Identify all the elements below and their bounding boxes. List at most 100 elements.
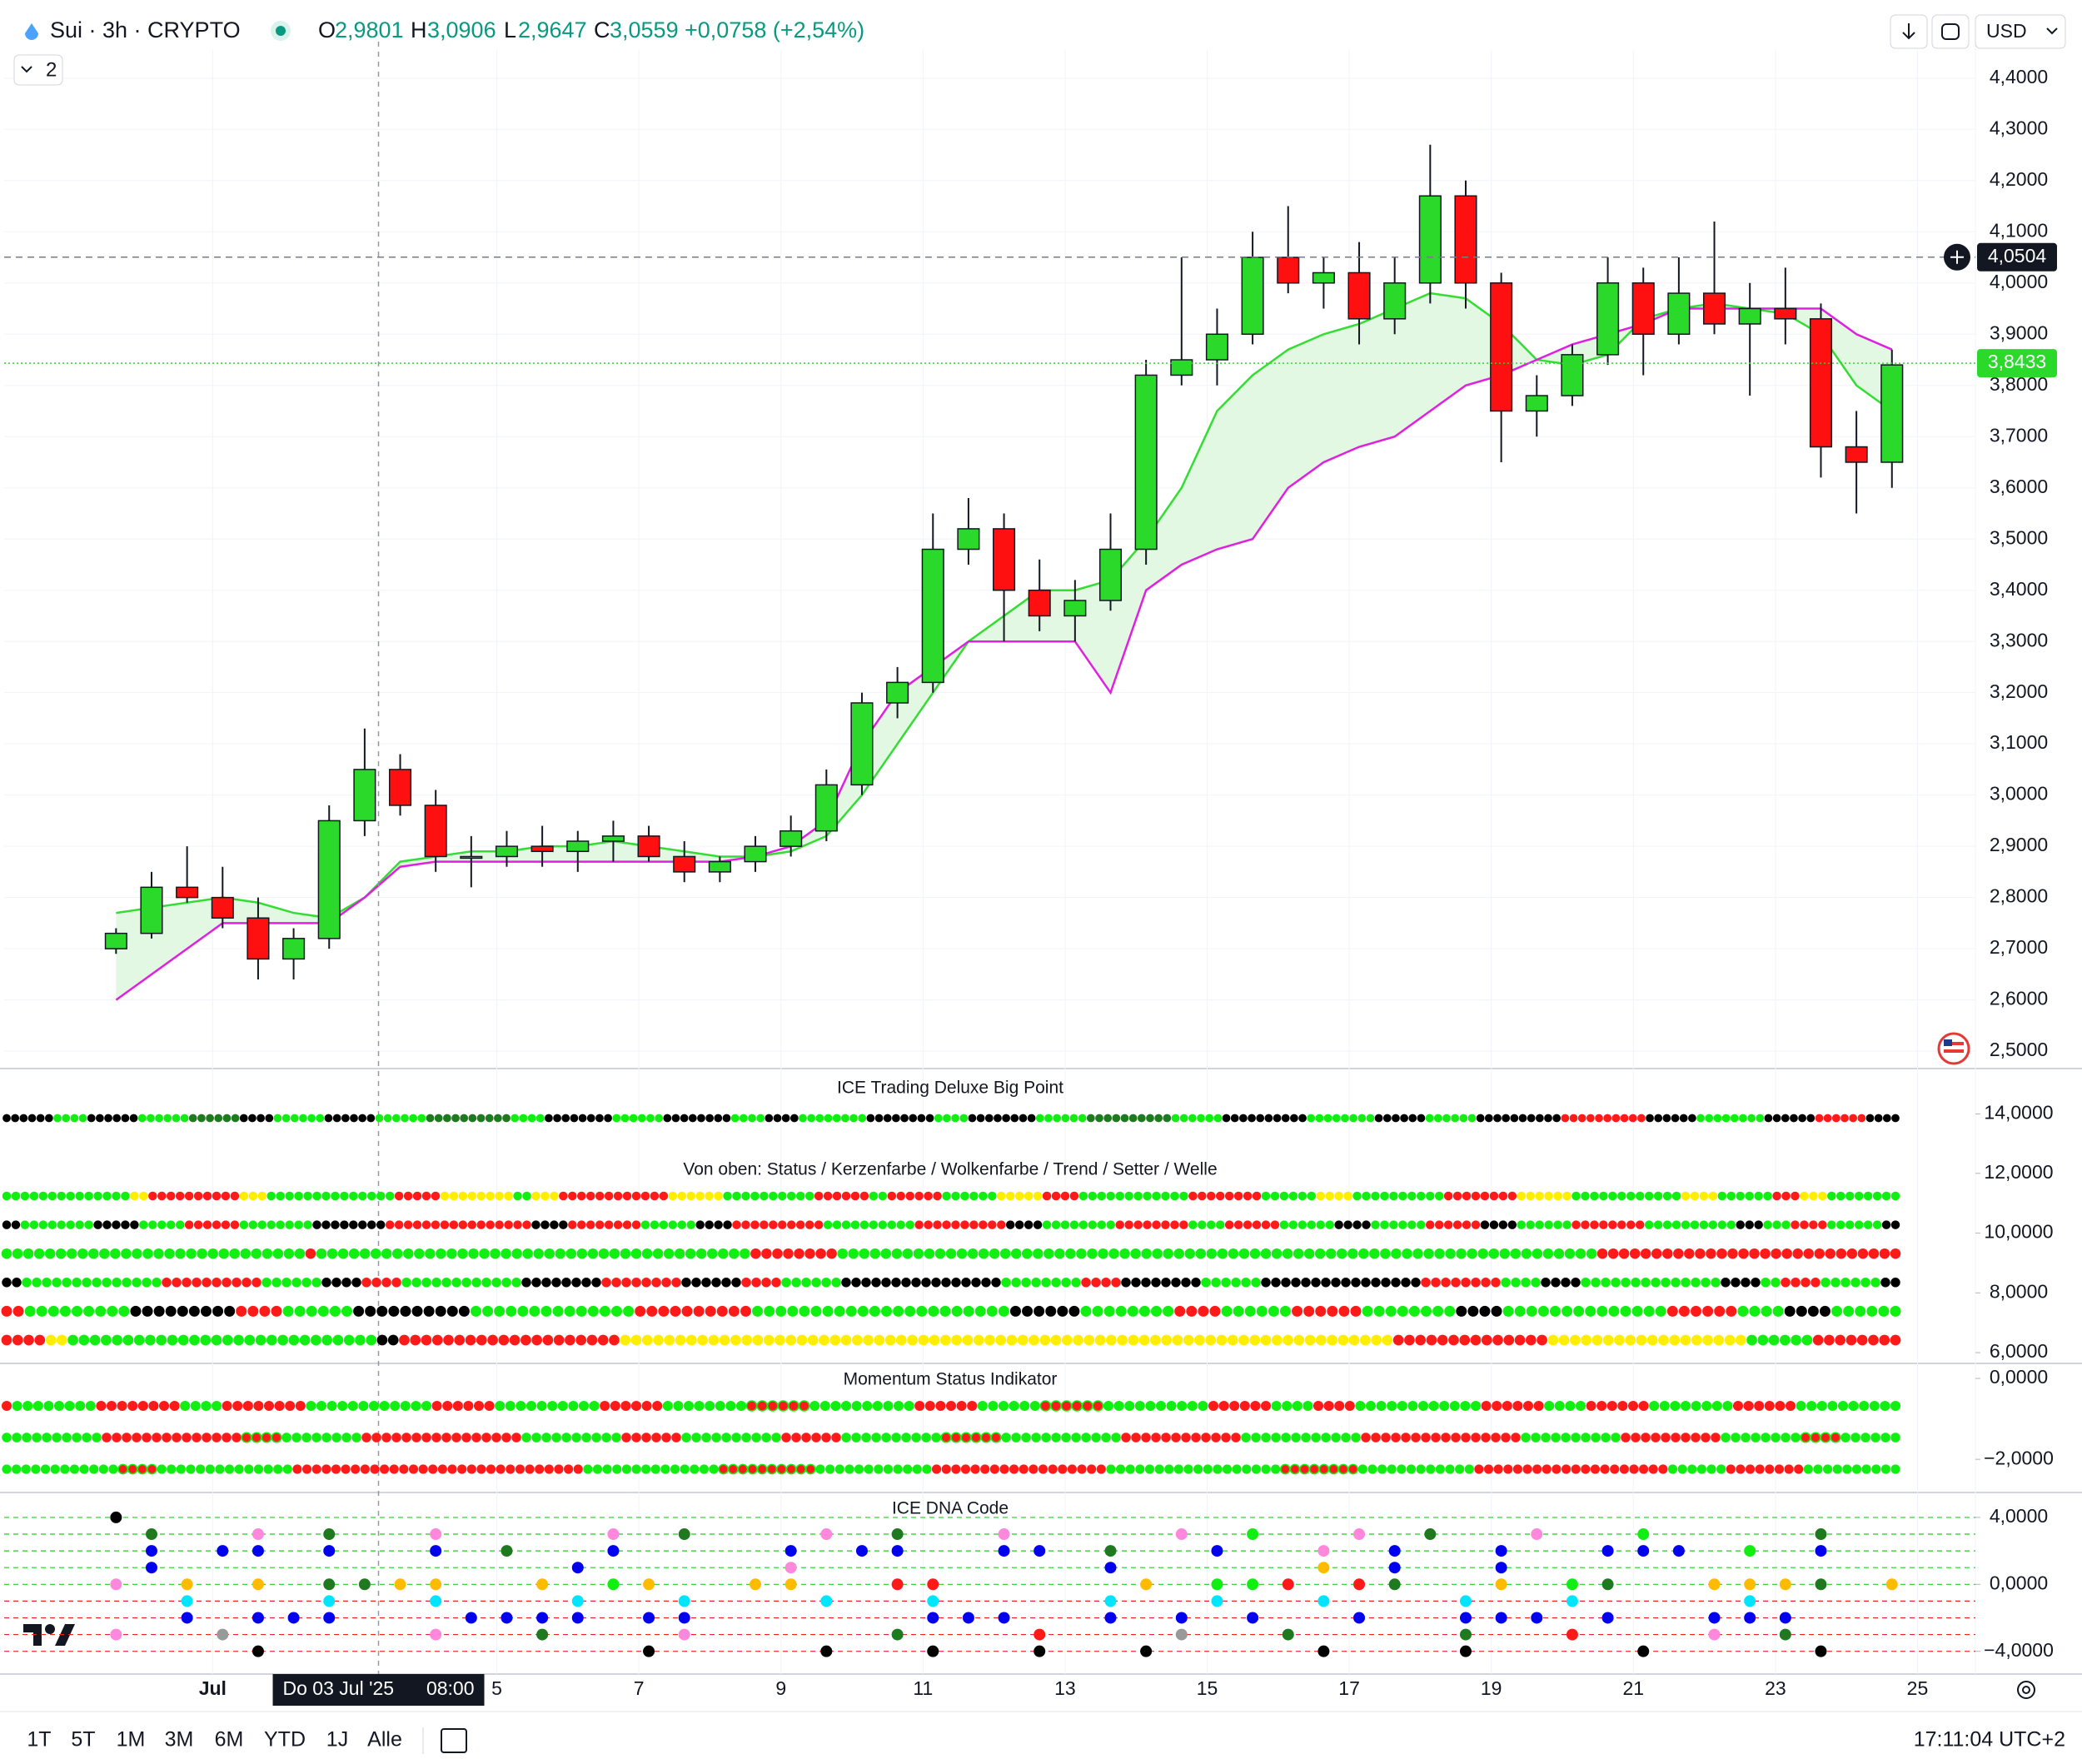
- status-dot: [1382, 1114, 1392, 1123]
- status-dot: [1371, 1334, 1382, 1346]
- range-button[interactable]: 1M: [117, 1728, 146, 1752]
- range-button[interactable]: YTD: [264, 1728, 306, 1752]
- status-dot: [64, 1400, 75, 1412]
- status-dot: [622, 1220, 632, 1229]
- status-dot: [1316, 1220, 1325, 1229]
- status-dot: [1231, 1278, 1241, 1288]
- status-dot: [62, 1114, 71, 1123]
- range-button[interactable]: 1J: [326, 1728, 348, 1752]
- status-dot: [1207, 1191, 1216, 1201]
- settings-icon[interactable]: [2017, 1681, 2035, 1699]
- dna-dot: [1744, 1595, 1756, 1607]
- status-dot: [622, 1191, 632, 1201]
- status-dot: [1658, 1334, 1669, 1346]
- date-range-button[interactable]: [441, 1728, 467, 1753]
- status-dot: [1380, 1220, 1389, 1229]
- range-button[interactable]: 3M: [165, 1728, 194, 1752]
- status-dot: [132, 1278, 142, 1288]
- status-dot: [1737, 1305, 1749, 1317]
- status-dot: [1890, 1464, 1900, 1474]
- status-dot: [1215, 1220, 1225, 1229]
- status-dot: [611, 1433, 621, 1443]
- dna-dot: [927, 1645, 939, 1657]
- status-dot: [341, 1433, 351, 1443]
- status-dot: [221, 1191, 231, 1201]
- status-dot: [646, 1305, 658, 1317]
- status-dot: [355, 1334, 366, 1346]
- status-dot: [93, 1191, 102, 1201]
- status-dot: [1792, 1248, 1803, 1259]
- status-dot: [1019, 1400, 1030, 1412]
- status-dot: [1644, 1191, 1654, 1201]
- range-button[interactable]: Alle: [367, 1728, 402, 1752]
- status-dot: [1636, 1334, 1647, 1346]
- status-dot: [157, 1464, 167, 1474]
- status-dot: [1774, 1464, 1785, 1474]
- status-dot: [1481, 1433, 1491, 1443]
- status-dot: [127, 1463, 138, 1475]
- status-dot: [24, 1305, 36, 1317]
- status-dot: [1205, 1114, 1214, 1123]
- status-dot: [674, 1248, 685, 1259]
- status-dot: [498, 1334, 510, 1346]
- status-dot: [95, 1114, 104, 1123]
- status-dot: [1606, 1400, 1617, 1412]
- status-dot: [1722, 1400, 1733, 1412]
- status-dot: [1803, 1464, 1813, 1474]
- status-dot: [730, 1114, 740, 1123]
- status-dot: [55, 1248, 67, 1259]
- status-dot: [1304, 1334, 1316, 1346]
- status-dot: [337, 1248, 349, 1259]
- status-dot: [1005, 1220, 1015, 1229]
- indicator-toggle[interactable]: [13, 54, 63, 86]
- dna-dot: [962, 1612, 974, 1624]
- status-dot: [1641, 1433, 1651, 1443]
- status-dot: [621, 1433, 631, 1443]
- status-dot: [869, 1248, 881, 1259]
- refresh-button[interactable]: [1931, 14, 1970, 49]
- status-dot: [841, 1220, 851, 1229]
- dna-dot: [110, 1511, 122, 1523]
- status-dot: [1097, 1191, 1107, 1201]
- status-dot: [84, 1220, 93, 1229]
- status-dot: [1124, 1191, 1133, 1201]
- range-button[interactable]: 6M: [215, 1728, 244, 1752]
- status-dot: [1078, 1114, 1087, 1123]
- status-dot: [458, 1191, 468, 1201]
- status-dot: [1039, 1334, 1051, 1346]
- dna-dot: [430, 1545, 442, 1557]
- status-dot: [1716, 1464, 1726, 1474]
- status-dot: [1493, 1114, 1502, 1123]
- status-dot: [620, 1248, 631, 1259]
- status-dot: [1101, 1278, 1111, 1288]
- status-dot: [214, 1114, 223, 1123]
- status-dot: [535, 1464, 545, 1474]
- status-dot: [1437, 1334, 1448, 1346]
- status-dot: [553, 1334, 565, 1346]
- status-dot: [1736, 1464, 1746, 1474]
- status-dot: [1601, 1433, 1611, 1443]
- status-dot: [1355, 1400, 1366, 1412]
- range-button[interactable]: 5T: [71, 1728, 95, 1752]
- status-dot: [823, 1191, 833, 1201]
- status-dot: [811, 1278, 821, 1288]
- status-dot: [1691, 1400, 1701, 1412]
- status-dot: [1111, 1433, 1121, 1443]
- chart-layer: Jul 5 7 9 11 13 15 17 19 21 23 252,50002,60002,7000…: [1, 42, 2057, 1752]
- range-button[interactable]: 1T: [27, 1728, 51, 1752]
- status-dot: [787, 1191, 796, 1201]
- status-dot: [1818, 1191, 1827, 1201]
- status-dot: [1532, 1248, 1543, 1259]
- currency-button[interactable]: [1975, 14, 2066, 49]
- status-dot: [1611, 1278, 1621, 1288]
- status-dot: [481, 1433, 491, 1443]
- status-dot: [905, 1220, 914, 1229]
- status-dot: [476, 1334, 487, 1346]
- status-dot: [77, 1248, 88, 1259]
- dna-dot: [1566, 1595, 1578, 1607]
- status-dot: [257, 1191, 267, 1201]
- status-dot: [261, 1432, 272, 1443]
- status-dot: [1106, 1220, 1115, 1229]
- status-dot: [1184, 1248, 1196, 1259]
- status-dot: [21, 1464, 31, 1474]
